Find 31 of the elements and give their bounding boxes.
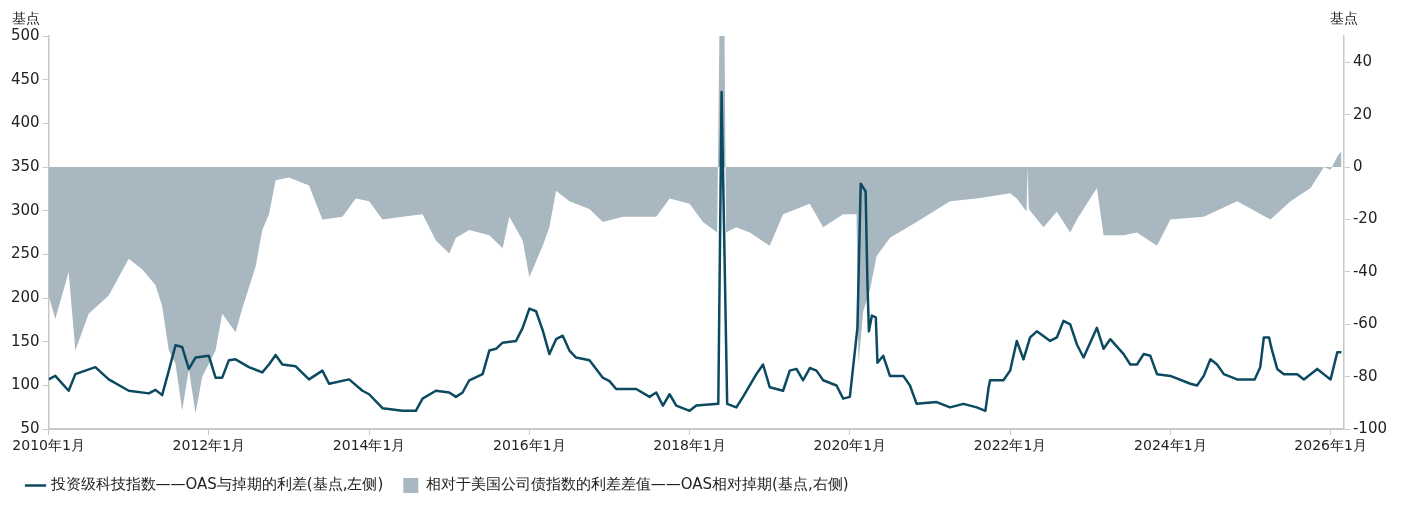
x-tick-label: 2010年1月 (12, 437, 85, 454)
y2-axis-title: 基点 (1330, 9, 1358, 26)
y-tick-label: 350 (10, 156, 40, 175)
y-tick-label: 500 (10, 25, 40, 44)
y-tick-label: 250 (10, 244, 40, 263)
x-tick-label: 2022年1月 (973, 437, 1047, 454)
y2-tick-label: -20 (1352, 209, 1378, 228)
y2-tick-label: -80 (1352, 366, 1378, 385)
x-tick-label: 2026年1月 (1294, 437, 1367, 454)
x-tick-label: 2024年1月 (1134, 437, 1207, 454)
x-tick-label: 2014年1月 (332, 437, 406, 454)
y-tick-label: 50 (20, 419, 40, 438)
legend-label: 相对于美国公司债指数的利差差值——OAS相对掉期(基点,右侧) (425, 475, 849, 494)
x-tick-label: 2020年1月 (813, 437, 887, 454)
x-tick-label: 2018年1月 (653, 437, 726, 454)
y-tick-label: 150 (10, 331, 40, 350)
y-tick-label: 300 (10, 200, 40, 219)
y-tick-label: 400 (10, 113, 40, 132)
y2-tick-label: 40 (1352, 52, 1373, 71)
y2-tick-label: -60 (1352, 314, 1378, 333)
y2-tick-label: 0 (1352, 156, 1363, 175)
y2-tick-label: 20 (1352, 104, 1373, 123)
y-axis-title: 基点 (12, 9, 40, 26)
y2-tick-label: -100 (1352, 419, 1387, 438)
y-tick-label: 100 (10, 375, 40, 394)
x-tick-label: 2012年1月 (172, 437, 246, 454)
y2-tick-label: -40 (1352, 261, 1378, 280)
x-tick-label: 2016年1月 (493, 437, 566, 454)
legend-label: 投资级科技指数——OAS与掉期的利差(基点,左侧) (49, 475, 384, 494)
y-tick-label: 200 (10, 288, 40, 307)
y-tick-label: 450 (10, 69, 40, 88)
